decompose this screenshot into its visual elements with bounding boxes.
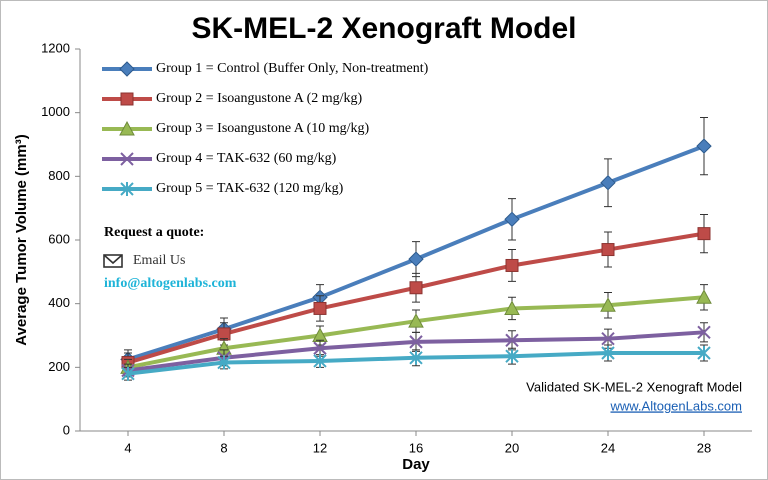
x-tick-label: 28 <box>697 440 711 455</box>
marker <box>697 325 711 340</box>
legend-label: Group 5 = TAK-632 (120 mg/kg) <box>156 181 344 196</box>
marker <box>313 341 327 355</box>
marker <box>505 258 519 272</box>
marker <box>504 211 520 228</box>
y-tick-label: 1200 <box>41 40 70 55</box>
quote-label: Request a quote: <box>104 225 204 240</box>
marker <box>313 301 327 315</box>
x-tick-label: 24 <box>601 440 615 455</box>
x-tick-label: 16 <box>409 440 423 455</box>
x-axis-label: Day <box>402 456 430 473</box>
legend-label: Group 3 = Isoangustone A (10 mg/kg) <box>156 121 370 136</box>
email-link[interactable]: Email Us <box>133 253 186 268</box>
email-icon <box>103 254 123 268</box>
legend-item: Group 4 = TAK-632 (60 mg/kg) <box>102 151 337 166</box>
legend-item: Group 2 = Isoangustone A (2 mg/kg) <box>102 91 363 106</box>
x-tick-label: 12 <box>313 440 327 455</box>
marker <box>697 227 711 241</box>
marker <box>600 174 616 191</box>
marker <box>601 331 615 346</box>
marker <box>120 92 134 106</box>
x-tick-label: 8 <box>220 440 227 455</box>
marker <box>601 346 615 361</box>
y-tick-label: 400 <box>48 295 70 310</box>
legend-item: Group 3 = Isoangustone A (10 mg/kg) <box>102 120 370 136</box>
y-tick-label: 1000 <box>41 104 70 119</box>
y-axis-label: Average Tumor Volume (mm³) <box>13 134 30 345</box>
marker <box>697 346 711 361</box>
marker <box>409 335 423 349</box>
legend-label: Group 4 = TAK-632 (60 mg/kg) <box>156 151 337 166</box>
y-tick-label: 600 <box>48 231 70 246</box>
marker <box>119 61 135 77</box>
marker <box>409 350 423 365</box>
marker <box>505 333 519 347</box>
marker <box>601 243 615 257</box>
marker <box>121 366 135 381</box>
marker <box>600 297 616 312</box>
y-tick-label: 800 <box>48 168 70 183</box>
marker <box>120 182 134 196</box>
marker <box>408 251 424 267</box>
marker <box>696 289 712 304</box>
legend-label: Group 2 = Isoangustone A (2 mg/kg) <box>156 91 363 106</box>
legend-item: Group 5 = TAK-632 (120 mg/kg) <box>102 181 344 196</box>
marker <box>504 300 520 315</box>
marker <box>409 281 423 295</box>
legend-item: Group 1 = Control (Buffer Only, Non-trea… <box>102 61 429 77</box>
email-address[interactable]: info@altogenlabs.com <box>104 276 237 291</box>
marker <box>119 120 135 136</box>
chart-title: SK-MEL-2 Xenograft Model <box>191 12 576 45</box>
marker <box>217 355 231 370</box>
y-tick-label: 0 <box>63 422 70 437</box>
marker <box>505 349 519 364</box>
x-tick-label: 4 <box>124 440 131 455</box>
marker <box>696 138 712 154</box>
marker <box>217 327 231 341</box>
legend-label: Group 1 = Control (Buffer Only, Non-trea… <box>156 61 429 76</box>
validated-note: Validated SK-MEL-2 Xenograft Model <box>526 379 742 394</box>
y-tick-label: 200 <box>48 359 70 374</box>
marker <box>408 313 424 328</box>
website-link[interactable]: www.AltogenLabs.com <box>609 398 742 413</box>
marker <box>120 152 134 166</box>
marker <box>313 353 327 368</box>
x-tick-label: 20 <box>505 440 519 455</box>
